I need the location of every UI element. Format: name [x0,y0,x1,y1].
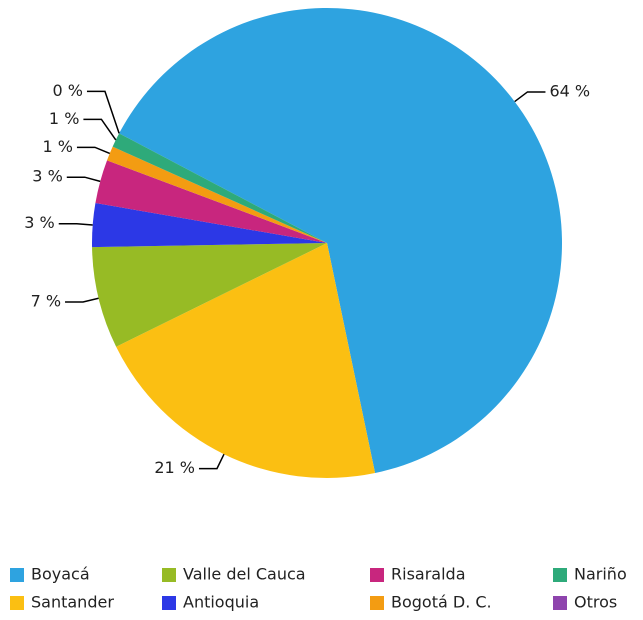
legend-swatch [370,596,384,610]
leader-line [86,90,120,134]
legend-swatch [162,568,176,582]
data-label: 3 % [32,167,62,186]
legend-label: Valle del Cauca [183,565,306,584]
data-label: 3 % [24,213,54,232]
pie-slice [116,243,376,478]
legend-swatch [162,596,176,610]
leader-line [198,453,225,470]
legend-swatch [370,568,384,582]
pie-slice [95,160,328,243]
legend-label: Risaralda [391,565,466,584]
pie-slice [107,146,328,243]
legend-label: Boyacá [31,565,90,584]
pie-slice [92,243,327,347]
pie-slice [112,133,328,243]
legend-swatch [553,596,567,610]
data-label: 1 % [42,137,72,156]
legend-label: Antioquia [183,593,259,612]
legend-swatch [553,568,567,582]
legend-label: Nariño [574,565,627,584]
data-label: 7 % [31,292,61,311]
pie-slice [119,7,563,474]
data-label: 21 % [154,458,195,477]
data-label: 0 % [53,81,83,100]
legend-label: Otros [574,593,617,612]
legend-swatch [10,568,24,582]
legend-label: Bogotá D. C. [391,593,492,612]
leader-line [66,176,101,183]
leader-line [58,222,93,226]
leader-line [76,146,111,155]
leader-line [65,297,99,303]
data-label: 1 % [49,109,79,128]
leader-line [83,118,117,141]
leader-line [514,91,546,103]
legend-swatch [10,596,24,610]
data-label: 64 % [549,81,590,100]
legend-label: Santander [31,593,114,612]
pie-slice [92,203,328,248]
